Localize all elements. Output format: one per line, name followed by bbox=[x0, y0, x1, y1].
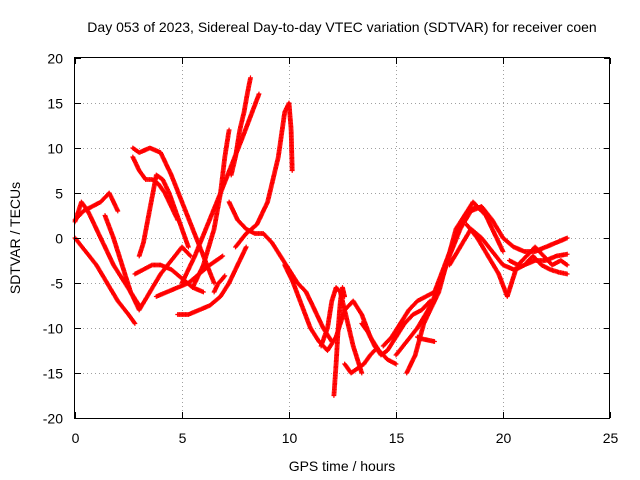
data-layer bbox=[72, 75, 570, 398]
y-axis-label: SDTVAR / TECUs bbox=[7, 182, 23, 294]
data-point bbox=[187, 252, 193, 258]
y-tick-label: -15 bbox=[43, 366, 63, 382]
data-point bbox=[248, 75, 253, 81]
x-tick-label: 0 bbox=[72, 430, 80, 446]
x-tick-label: 10 bbox=[282, 430, 298, 446]
x-tick-label: 25 bbox=[603, 430, 619, 446]
data-point bbox=[222, 273, 228, 279]
y-tick-label: 0 bbox=[55, 231, 63, 247]
x-tick-label: 15 bbox=[389, 430, 405, 446]
data-point bbox=[226, 127, 232, 133]
chart-title: Day 053 of 2023, Sidereal Day-to-day VTE… bbox=[87, 19, 596, 35]
x-tick-label: 5 bbox=[179, 430, 187, 446]
plot-frame bbox=[74, 57, 610, 419]
data-point bbox=[220, 253, 226, 259]
series-arc-16 bbox=[226, 199, 335, 344]
x-tick-label: 20 bbox=[496, 430, 512, 446]
y-tick-label: 10 bbox=[47, 141, 63, 157]
y-tick-label: 15 bbox=[47, 96, 63, 112]
data-point bbox=[201, 289, 206, 295]
series-arc-2 bbox=[72, 235, 138, 326]
data-point bbox=[186, 244, 191, 250]
data-point bbox=[211, 280, 217, 286]
series-arc-12 bbox=[190, 127, 232, 290]
y-tick-label: -5 bbox=[51, 276, 64, 292]
data-point bbox=[256, 91, 262, 97]
data-point bbox=[221, 274, 227, 280]
series-arc-24 bbox=[404, 199, 484, 376]
y-tick-label: -10 bbox=[43, 321, 63, 337]
data-point bbox=[132, 321, 138, 326]
series-arc-3 bbox=[72, 190, 121, 223]
series-arc-15 bbox=[233, 100, 295, 250]
data-point bbox=[188, 253, 193, 259]
series-arc-8 bbox=[136, 172, 191, 259]
y-tick-label: -20 bbox=[43, 411, 63, 427]
series-arc-10 bbox=[175, 244, 249, 317]
y-tick-label: 5 bbox=[55, 186, 63, 202]
x-axis-label: GPS time / hours bbox=[289, 458, 396, 474]
series-arc-27 bbox=[464, 222, 570, 299]
data-point bbox=[289, 168, 295, 173]
series-arc-5 bbox=[130, 145, 217, 286]
series-arc-4 bbox=[102, 213, 193, 313]
data-point bbox=[243, 244, 249, 250]
series-arc-13 bbox=[211, 273, 228, 295]
data-point bbox=[115, 208, 121, 214]
y-tick-label: 20 bbox=[47, 51, 63, 67]
series-arc-14 bbox=[228, 75, 253, 178]
